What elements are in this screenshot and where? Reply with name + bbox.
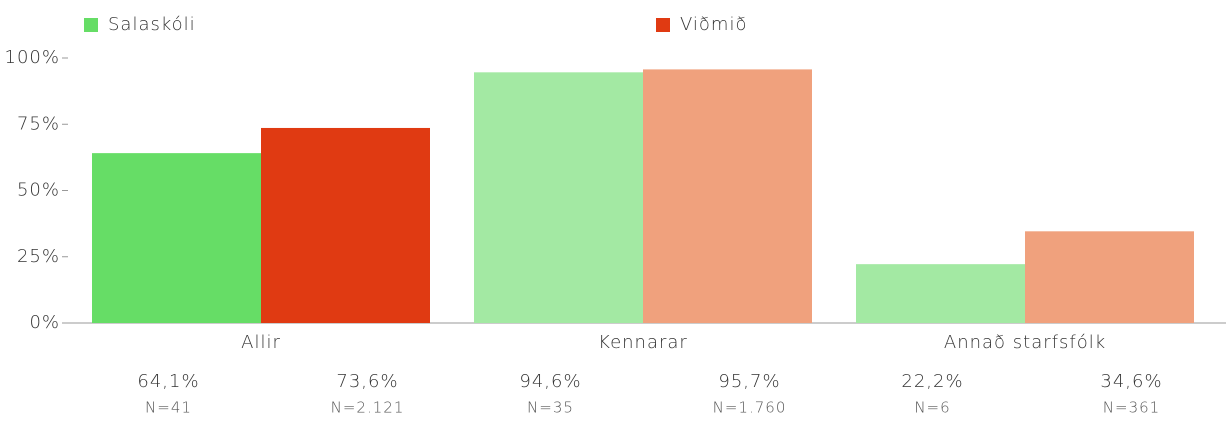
n-label: N=6: [914, 399, 950, 417]
y-tick-label: 50%: [17, 180, 60, 201]
value-label: 22,2%: [901, 371, 963, 392]
n-label: N=1.760: [713, 399, 787, 417]
bar: [261, 127, 430, 324]
bar: [474, 72, 643, 323]
y-tick-label: 100%: [5, 47, 60, 68]
legend-swatch: [656, 18, 670, 32]
value-label: 73,6%: [336, 371, 398, 392]
x-tick-label: Kennarar: [598, 332, 688, 353]
bar: [643, 69, 812, 324]
bar: [1025, 231, 1194, 323]
y-tick-label: 0%: [29, 312, 60, 333]
n-label: N=2.121: [331, 399, 405, 417]
value-label: 95,7%: [718, 371, 780, 392]
value-label: 94,6%: [519, 371, 581, 392]
x-tick-label: Allir: [241, 332, 281, 353]
legend-swatch: [84, 18, 98, 32]
value-label: 34,6%: [1100, 371, 1162, 392]
value-label: 64,1%: [137, 371, 199, 392]
legend-label: Viðmið: [680, 14, 747, 35]
y-tick-label: 25%: [17, 246, 60, 267]
n-label: N=361: [1103, 399, 1160, 417]
n-label: N=35: [527, 399, 574, 417]
y-tick-label: 75%: [17, 113, 60, 134]
bar: [92, 153, 261, 323]
bar: [856, 264, 1025, 323]
n-label: N=41: [145, 399, 192, 417]
x-tick-label: Annað starfsfólk: [944, 332, 1106, 353]
legend-label: Salaskóli: [108, 14, 196, 35]
